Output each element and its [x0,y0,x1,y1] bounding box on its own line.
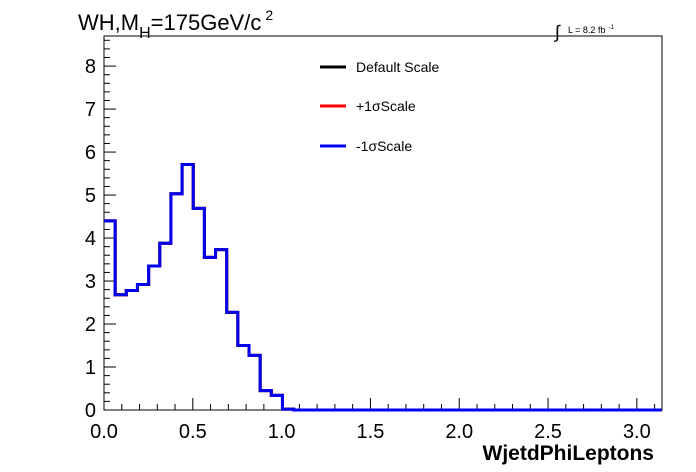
legend-entry-label: -1σScale [356,138,412,154]
luminosity-text: L = 8.2 fb -1 [568,25,614,35]
chart-title-superscript: 2 [265,7,273,23]
series-line-2 [104,163,662,412]
y-tick-label: 0 [85,400,96,422]
x-tick-label: 0.5 [179,421,207,443]
y-tick-label: 4 [85,228,96,250]
series-line-1 [104,163,662,412]
luminosity-exponent: -1 [608,25,614,31]
y-tick-label: 5 [85,185,96,207]
chart-title-rest: =175GeV/c [151,10,262,35]
x-axis: 0.0 0.5 1.0 1.5 2.0 2.5 3.0 [90,398,656,443]
x-tick-label: 2.0 [445,421,473,443]
legend-entry-label: Default Scale [356,59,439,75]
x-tick-label: 1.0 [268,421,296,443]
chart-title-main: WH,M [78,10,139,35]
luminosity-label: ∫ L = 8.2 fb -1 [553,22,614,42]
x-tick-label: 1.5 [357,421,385,443]
y-axis: 0 1 2 3 4 5 6 7 8 [85,39,116,422]
x-tick-label: 0.0 [90,421,118,443]
y-tick-label: 8 [85,56,96,78]
series-group [104,163,662,412]
x-tick-label: 3.0 [623,421,651,443]
legend-entry-label: +1σScale [356,98,416,114]
x-tick-label: 2.5 [534,421,562,443]
y-tick-label: 3 [85,271,96,293]
y-tick-label: 1 [85,357,96,379]
plot-frame [103,35,663,411]
integral-symbol: ∫ [553,22,561,42]
chart-title: WH,MH=175GeV/c 2 [78,7,273,42]
y-tick-label: 7 [85,99,96,121]
y-tick-label: 2 [85,314,96,336]
chart-title-subscript: H [139,25,151,42]
legend: Default Scale +1σScale -1σScale [320,59,439,154]
y-tick-label: 6 [85,142,96,164]
series-line-3 [104,163,662,412]
x-axis-label: WjetdPhiLeptons [483,442,655,465]
